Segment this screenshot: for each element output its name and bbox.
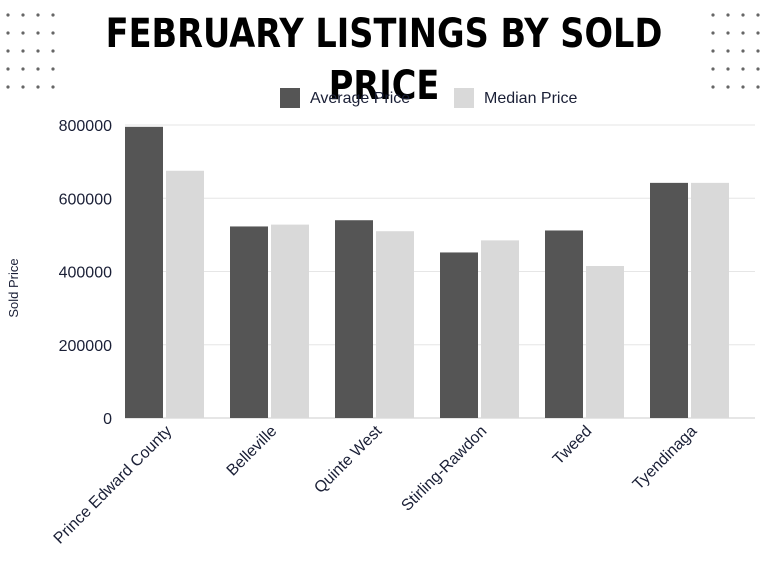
x-category-label: Prince Edward County <box>51 423 176 548</box>
decorative-dot <box>51 85 55 89</box>
decorative-dot <box>51 13 55 17</box>
legend-label-average: Average Price <box>310 90 410 107</box>
y-tick-label: 800000 <box>59 118 112 135</box>
bar-average <box>125 126 163 419</box>
x-category-label: Tyendinaga <box>630 423 701 494</box>
decorative-dot <box>756 13 760 17</box>
decorative-dot <box>36 85 40 89</box>
decorative-dot <box>711 67 715 71</box>
decorative-dot <box>21 85 25 89</box>
bar-average <box>545 230 583 418</box>
decorative-dot <box>711 31 715 35</box>
decorative-dot <box>21 49 25 53</box>
decorative-dot <box>36 31 40 35</box>
decorative-dot <box>711 13 715 17</box>
bar-median <box>481 240 519 418</box>
x-category-label: Belleville <box>224 423 281 480</box>
decorative-dot <box>6 85 10 89</box>
x-category-label: Stirling-Rawdon <box>398 423 490 515</box>
decorative-dot <box>756 49 760 53</box>
bar-median <box>166 170 204 418</box>
bar-layer <box>125 126 729 419</box>
decorative-dot <box>36 49 40 53</box>
decorative-dot <box>6 13 10 17</box>
x-category-label: Tweed <box>550 423 595 468</box>
category-label-layer: Prince Edward County Belleville Quinte Wes… <box>51 422 701 547</box>
bar-median <box>271 224 309 418</box>
decorative-dot <box>51 49 55 53</box>
decorative-dot <box>21 31 25 35</box>
decorative-dots-right <box>711 13 760 89</box>
decorative-dot <box>756 67 760 71</box>
decorative-dot <box>726 67 730 71</box>
decorative-dot <box>6 31 10 35</box>
bar-median <box>376 231 414 418</box>
legend-swatch-median <box>454 88 474 108</box>
decorative-dot <box>726 85 730 89</box>
decorative-dot <box>711 49 715 53</box>
y-tick-label: 400000 <box>59 265 112 282</box>
decorative-dot <box>741 67 745 71</box>
legend-swatch-average <box>280 88 300 108</box>
decorative-dot <box>711 85 715 89</box>
bar-median <box>691 182 729 418</box>
tick-layer: 0 200000 400000 600000 800000 <box>59 118 112 428</box>
bar-median <box>586 266 624 418</box>
decorative-dot <box>741 49 745 53</box>
decorative-dot <box>726 13 730 17</box>
y-tick-label: 0 <box>103 411 112 428</box>
decorative-dot <box>36 13 40 17</box>
decorative-dot <box>756 85 760 89</box>
y-tick-label: 200000 <box>59 338 112 355</box>
decorative-dots-left <box>6 13 55 89</box>
decorative-dot <box>36 67 40 71</box>
y-axis-title: Sold Price <box>6 258 21 317</box>
decorative-dot <box>21 13 25 17</box>
decorative-dot <box>741 13 745 17</box>
decorative-dot <box>6 67 10 71</box>
decorative-dot <box>726 49 730 53</box>
decorative-dot <box>21 67 25 71</box>
bar-average <box>440 252 478 418</box>
decorative-dot <box>51 67 55 71</box>
decorative-dot <box>726 31 730 35</box>
legend: Average Price Median Price <box>280 88 577 108</box>
legend-label-median: Median Price <box>484 90 577 107</box>
decorative-dot <box>756 31 760 35</box>
bar-average <box>650 182 688 418</box>
bar-average <box>335 220 373 418</box>
decorative-dot <box>6 49 10 53</box>
decorative-dot <box>741 31 745 35</box>
bar-average <box>230 226 268 418</box>
decorative-dot <box>51 31 55 35</box>
chart-title: FEBRUARY LISTINGS BY SOLD PRICE <box>105 11 663 109</box>
x-category-label: Quinte West <box>311 422 385 496</box>
decorative-dot <box>741 85 745 89</box>
y-tick-label: 600000 <box>59 191 112 208</box>
